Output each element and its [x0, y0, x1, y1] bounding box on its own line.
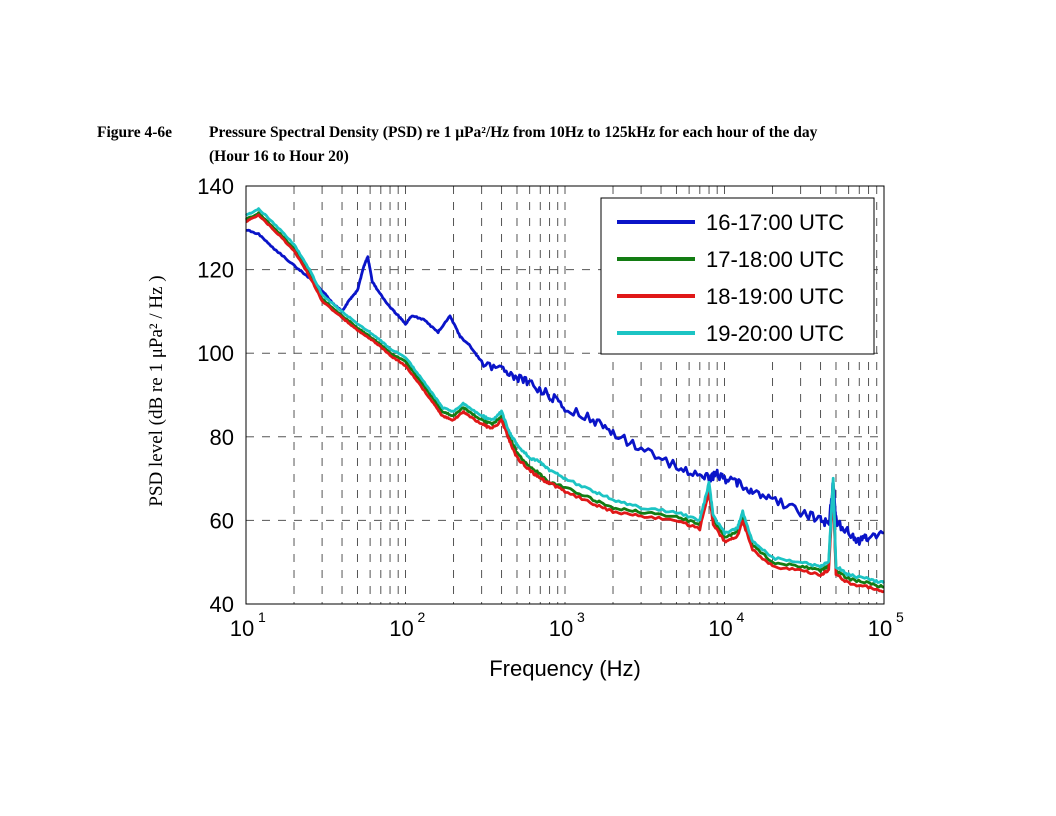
y-tick-label: 40	[210, 592, 234, 617]
series-line-3	[245, 213, 885, 594]
legend: 16-17:00 UTC 17-18:00 UTC 18-19:00 UTC 19-2…	[600, 197, 875, 355]
series-lines	[244, 207, 886, 594]
series-line-1	[245, 228, 885, 546]
x-tick-label: 10	[549, 616, 573, 641]
x-tick-label: 10	[868, 616, 892, 641]
y-tick-label: 80	[210, 425, 234, 450]
legend-label: 19-20:00 UTC	[706, 321, 844, 346]
plot-frame	[245, 185, 885, 605]
series-line-4	[245, 207, 886, 585]
x-tick-exponent: 3	[577, 609, 585, 625]
x-tick-exponent: 5	[896, 609, 904, 625]
y-tick-label: 100	[197, 341, 234, 366]
x-tick-label: 10	[708, 616, 732, 641]
series-line-2	[244, 211, 885, 589]
figure-label: Figure 4-6e	[97, 124, 173, 141]
x-axis-title: Frequency (Hz)	[489, 656, 641, 681]
x-tick-exponent: 1	[258, 609, 266, 625]
legend-box	[600, 197, 875, 355]
legend-label: 17-18:00 UTC	[706, 247, 844, 272]
x-tick-label: 10	[389, 616, 413, 641]
x-tick-label: 10	[230, 616, 254, 641]
y-tick-label: 140	[197, 174, 234, 199]
y-tick-label: 60	[210, 508, 234, 533]
x-tick-exponent: 2	[418, 609, 426, 625]
figure-title-line2: (Hour 16 to Hour 20)	[209, 148, 349, 165]
y-axis-title: PSD level (dB re 1 μPa² / Hz )	[146, 275, 167, 506]
x-tick-exponent: 4	[737, 609, 745, 625]
legend-label: 18-19:00 UTC	[706, 284, 844, 309]
x-tick-labels: 10 1 10 2 10 3 10 4 10 5	[230, 609, 904, 641]
figure-title: Pressure Spectral Density (PSD) re 1 μPa…	[209, 124, 818, 141]
y-tick-labels: 40 60 80 100 120 140	[197, 174, 234, 617]
y-tick-label: 120	[197, 258, 234, 283]
legend-label: 16-17:00 UTC	[706, 210, 844, 235]
